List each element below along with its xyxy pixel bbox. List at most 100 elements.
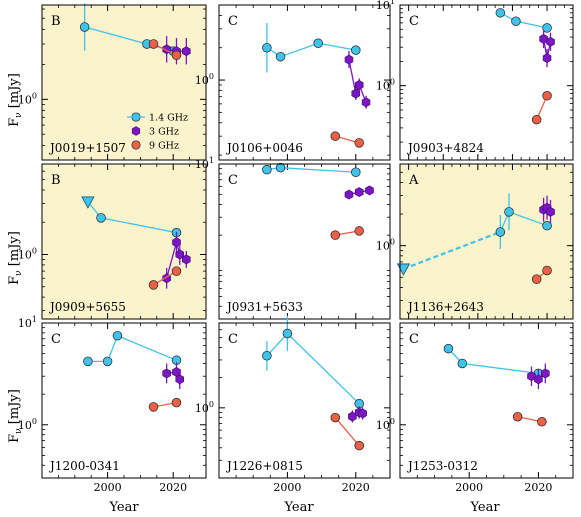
panel-j1200-0341: 100 101 2000 2020 C J1200-0341 [18,315,207,494]
upper-limit-marker [81,196,95,209]
series-3-ghz [162,362,184,390]
ylabel-sub: ν [14,112,24,117]
series-3-ghz [348,406,367,423]
data-point [262,164,272,175]
series-line [280,42,319,58]
source-label: J0909+5655 [48,300,126,314]
data-point [344,54,354,65]
ylabel-row-1: Fν [mJy] [7,73,24,127]
xlabel-col-1: Year [108,500,139,515]
data-point [175,374,184,385]
data-point [511,16,521,26]
data-point [512,411,523,422]
series-line [84,26,148,45]
ytick-label: 101 [18,315,37,330]
data-point [542,91,552,101]
legend-marker [131,126,141,136]
data-point [495,8,506,18]
class-label: C [228,14,238,29]
data-point [534,374,543,385]
series-line [100,217,177,234]
panel-j0106+0046: 100 C J0106+0046 [195,4,391,161]
ytick-label: 100 [376,417,395,432]
source-label: J1136+2643 [406,300,484,314]
data-point [330,412,341,423]
panel-frame [41,4,207,161]
data-point [546,206,555,217]
data-point [172,237,181,248]
data-point [171,397,182,408]
series-1-4-ghz [83,330,182,367]
data-point [504,207,514,217]
panel-j1226+0815: 100 2000 2020 C J1226+0815 [195,315,391,494]
class-label: C [228,173,238,188]
data-point [495,227,506,237]
series-1-4-ghz [262,162,361,177]
panel-j0931+5633: 101 C J0931+5633 [195,156,391,320]
series-9-ghz [330,412,364,451]
data-point [175,249,184,260]
legend-label: 9 GHz [149,141,179,152]
series-9-ghz [148,39,182,60]
figure-labels: Fν [mJy] Fν [mJy] Fν [mJy] Year Year Yea… [7,73,500,515]
data-point [351,45,361,55]
panel-j1253-0312: 100 2000 2020 C J1253-0312 [376,322,574,494]
data-point [354,226,364,236]
legend: 1.4 GHz 3 GHz 9 GHz [127,112,188,152]
ylabel-unit: [mJy] [7,73,22,112]
class-label: C [409,14,419,29]
data-point [330,131,341,141]
panel-highlight [42,164,206,319]
panel-frame [41,322,207,479]
legend-item: 9 GHz [131,140,179,152]
source-label: J0019+1507 [48,141,126,155]
data-point [457,358,468,369]
series-line [117,335,177,361]
panel-frame [218,322,391,479]
xtick-label: 2020 [159,481,187,494]
data-point [365,185,374,196]
data-point [531,274,542,284]
data-point [531,114,542,125]
class-label: C [409,332,419,347]
series-line [508,211,548,227]
data-point [262,42,272,53]
data-point [354,440,364,451]
panel-frame [218,4,391,161]
data-point [148,39,159,49]
series-1-4-ghz [495,8,552,33]
ylabel-main: F [7,276,22,285]
data-point [354,138,364,148]
panel-j1136+2643: 100 A J1136+2643 [376,163,574,320]
series-3-ghz [344,185,374,200]
data-point [282,328,293,339]
xtick-label: 2020 [342,481,370,494]
series-1-4-ghz [262,315,364,409]
series-line [286,333,360,405]
xtick-label: 2020 [524,481,552,494]
series-9-ghz [330,226,364,240]
series-line [403,230,501,270]
ylabel-main: F [7,434,22,443]
data-point [79,22,90,32]
ylabel-sub: ν [14,270,24,275]
ytick-label: 100 [18,91,37,106]
series-1-4-ghz [81,196,182,238]
data-point [182,46,191,57]
ytick-label: 100 [195,72,214,87]
data-point [542,53,552,64]
panel-frame [399,322,574,479]
panel-frame [41,163,207,320]
series-line [515,20,548,29]
ylabel-row-3: Fν [mJy] [7,389,24,443]
panel-j0909+5655: 100 B J0909+5655 [18,163,207,320]
series-3-ghz [539,195,555,224]
xlabel-col-2: Year [283,500,314,515]
data-point [112,330,123,341]
data-point [313,38,323,49]
ytick-label: 100 [18,247,37,262]
ytick-label: 100 [376,78,395,93]
series-line [334,417,360,447]
data-point [542,265,552,276]
panel-highlight [400,164,573,319]
